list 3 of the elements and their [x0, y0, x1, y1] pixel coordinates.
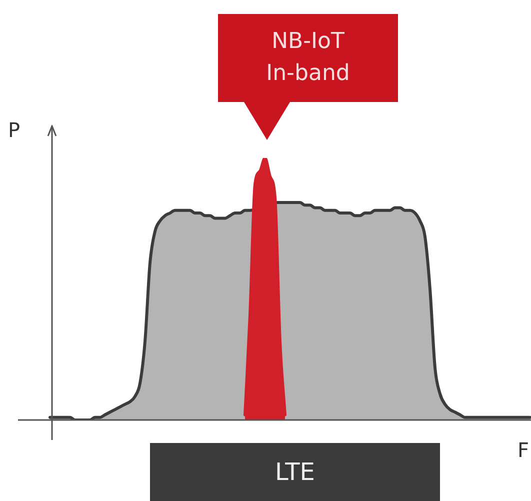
label-box: LTE: [150, 443, 440, 501]
x-axis-title: F: [517, 438, 529, 462]
y-axis-title: P: [8, 118, 20, 142]
